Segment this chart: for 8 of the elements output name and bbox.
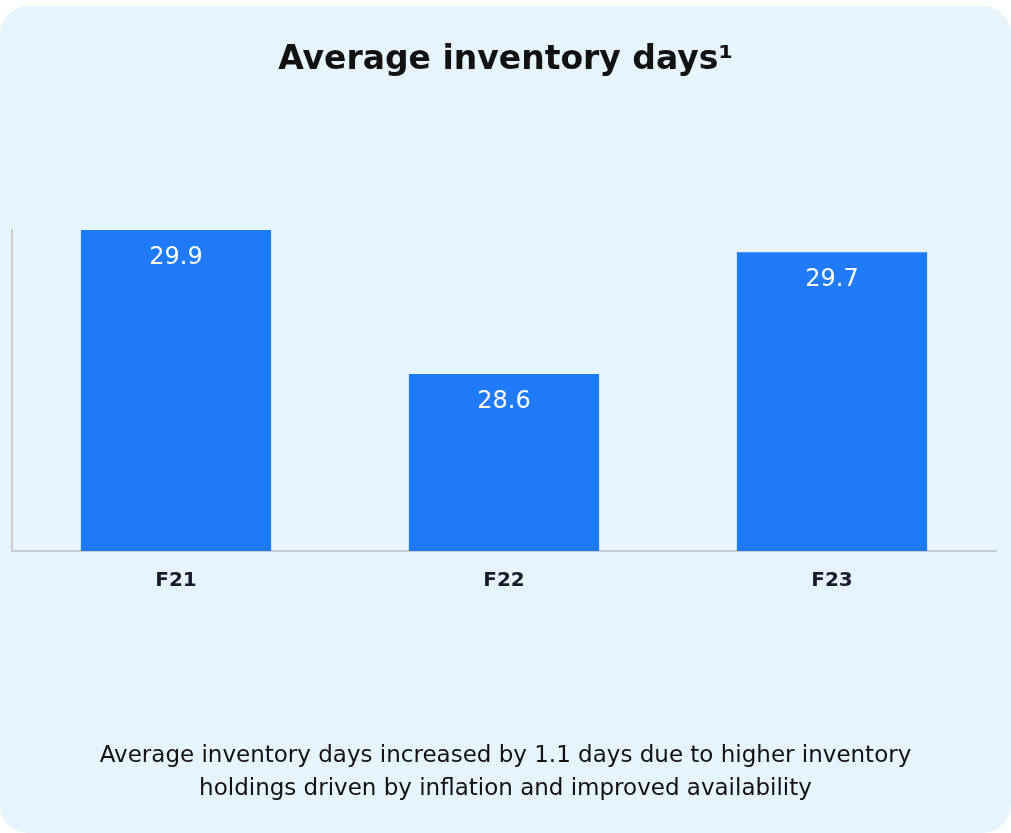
data-label: 29.7 [805,264,859,293]
data-label: 28.6 [477,386,531,415]
x-tick-label: F21 [155,567,197,592]
text: Average inventory days increased by 1.1 days due to higher inventory holdings driven by inflation and improved availability [98,740,913,802]
chart-title: Average inventory days¹ [277,38,734,77]
data-label: 29.9 [149,242,203,271]
x-tick-label: F23 [811,567,853,592]
x-tick-label: F22 [483,567,525,592]
